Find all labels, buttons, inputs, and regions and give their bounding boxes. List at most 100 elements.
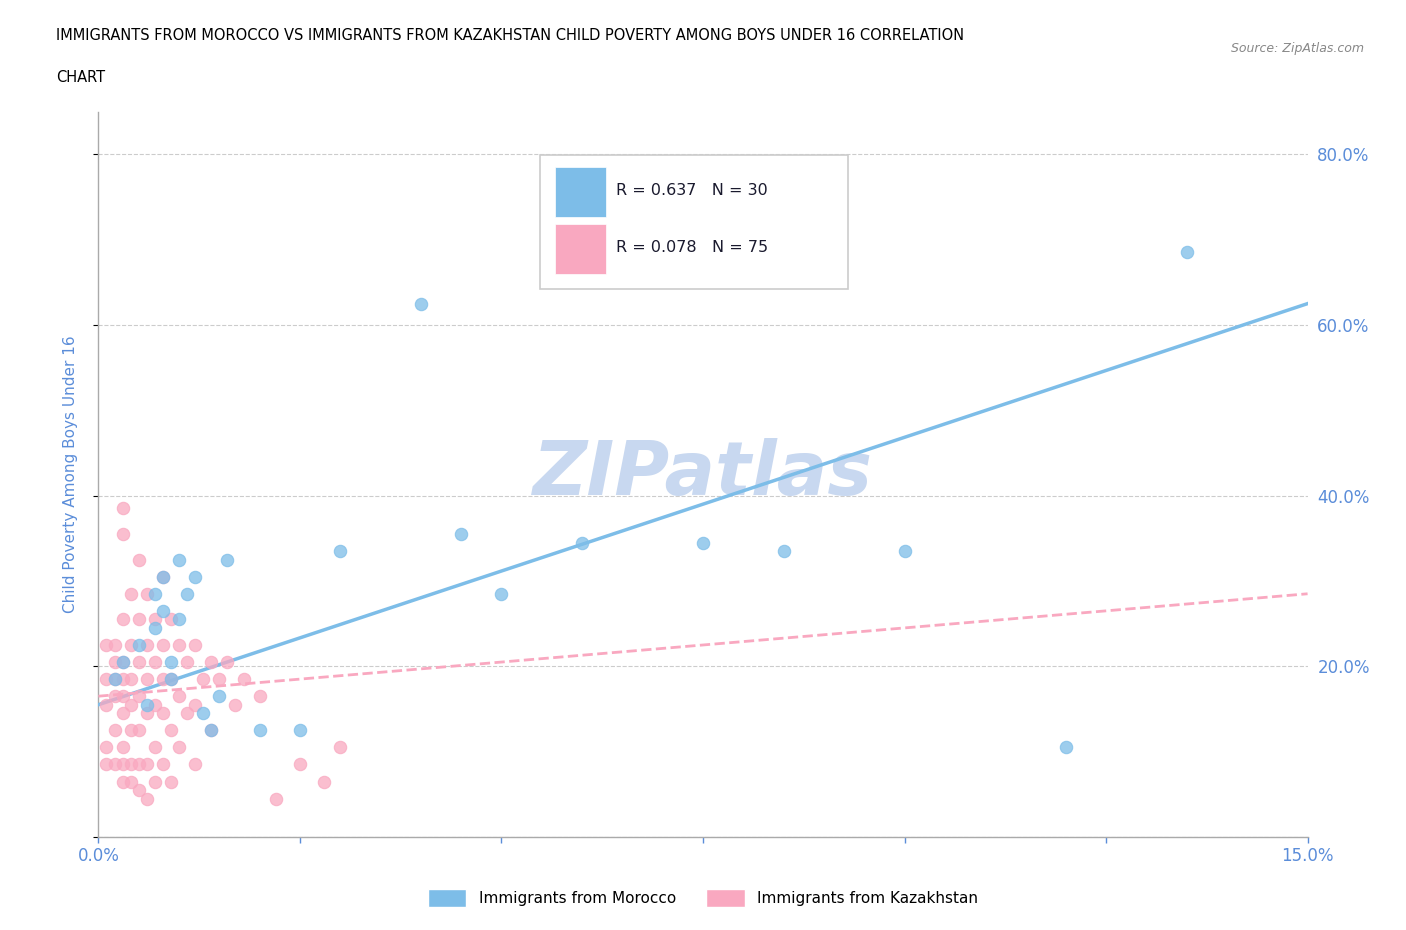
Point xyxy=(314,774,336,789)
Point xyxy=(143,612,166,627)
Point xyxy=(160,671,183,686)
Point xyxy=(120,757,142,772)
Point xyxy=(152,569,174,584)
Point xyxy=(135,791,157,806)
Point xyxy=(200,723,222,737)
Point xyxy=(111,655,134,670)
Point xyxy=(208,671,231,686)
Point xyxy=(135,671,157,686)
Point xyxy=(128,552,150,567)
Point xyxy=(152,757,174,772)
Point xyxy=(571,535,593,550)
Point xyxy=(143,586,166,601)
Point xyxy=(111,706,134,721)
Y-axis label: Child Poverty Among Boys Under 16: Child Poverty Among Boys Under 16 xyxy=(63,336,77,613)
Point xyxy=(111,740,134,755)
Point xyxy=(1175,245,1198,259)
Point xyxy=(135,698,157,712)
Point xyxy=(249,689,271,704)
Point xyxy=(491,586,513,601)
Point xyxy=(128,689,150,704)
Point xyxy=(96,740,118,755)
Point xyxy=(120,774,142,789)
Point xyxy=(111,774,134,789)
FancyBboxPatch shape xyxy=(555,224,606,274)
Point xyxy=(120,723,142,737)
Point xyxy=(152,706,174,721)
Point xyxy=(167,552,190,567)
Point xyxy=(893,544,915,559)
Point xyxy=(288,757,311,772)
FancyBboxPatch shape xyxy=(555,167,606,218)
Point xyxy=(128,757,150,772)
Point xyxy=(184,698,207,712)
Point xyxy=(135,638,157,653)
FancyBboxPatch shape xyxy=(540,155,848,289)
Point xyxy=(772,544,794,559)
Point xyxy=(135,706,157,721)
Point xyxy=(111,526,134,541)
Point xyxy=(120,698,142,712)
Point xyxy=(103,638,125,653)
Point xyxy=(692,535,714,550)
Point xyxy=(103,757,125,772)
Point xyxy=(184,638,207,653)
Point xyxy=(103,655,125,670)
Point xyxy=(160,723,183,737)
Point xyxy=(128,612,150,627)
Point xyxy=(176,655,198,670)
Point xyxy=(120,671,142,686)
Point xyxy=(135,586,157,601)
Point xyxy=(193,671,215,686)
Text: CHART: CHART xyxy=(56,70,105,85)
Point xyxy=(167,612,190,627)
Point xyxy=(152,569,174,584)
Point xyxy=(193,706,215,721)
Point xyxy=(184,757,207,772)
Point xyxy=(103,671,125,686)
Text: R = 0.078   N = 75: R = 0.078 N = 75 xyxy=(616,240,768,256)
Point xyxy=(96,698,118,712)
Point xyxy=(143,740,166,755)
Point xyxy=(184,569,207,584)
Point xyxy=(450,526,472,541)
Point xyxy=(232,671,254,686)
Point xyxy=(264,791,287,806)
Point xyxy=(111,612,134,627)
Point xyxy=(111,501,134,516)
Point xyxy=(128,638,150,653)
Point xyxy=(111,655,134,670)
Point xyxy=(96,757,118,772)
Point xyxy=(96,671,118,686)
Point xyxy=(176,586,198,601)
Point xyxy=(152,638,174,653)
Point xyxy=(152,671,174,686)
Point xyxy=(96,638,118,653)
Text: Source: ZipAtlas.com: Source: ZipAtlas.com xyxy=(1230,42,1364,55)
Point xyxy=(111,671,134,686)
Point xyxy=(143,620,166,635)
Point xyxy=(1054,740,1077,755)
Point xyxy=(152,604,174,618)
Text: R = 0.637   N = 30: R = 0.637 N = 30 xyxy=(616,183,768,198)
Point xyxy=(135,757,157,772)
Point xyxy=(167,689,190,704)
Point xyxy=(200,723,222,737)
Point xyxy=(143,774,166,789)
Point xyxy=(160,774,183,789)
Point xyxy=(217,552,239,567)
Point xyxy=(143,655,166,670)
Point xyxy=(143,698,166,712)
Point xyxy=(329,544,352,559)
Point xyxy=(288,723,311,737)
Point xyxy=(103,723,125,737)
Point xyxy=(128,783,150,798)
Point xyxy=(167,638,190,653)
Point xyxy=(128,655,150,670)
Point xyxy=(176,706,198,721)
Point xyxy=(329,740,352,755)
Point xyxy=(200,655,222,670)
Point xyxy=(103,689,125,704)
Point xyxy=(409,296,432,311)
Point xyxy=(208,689,231,704)
